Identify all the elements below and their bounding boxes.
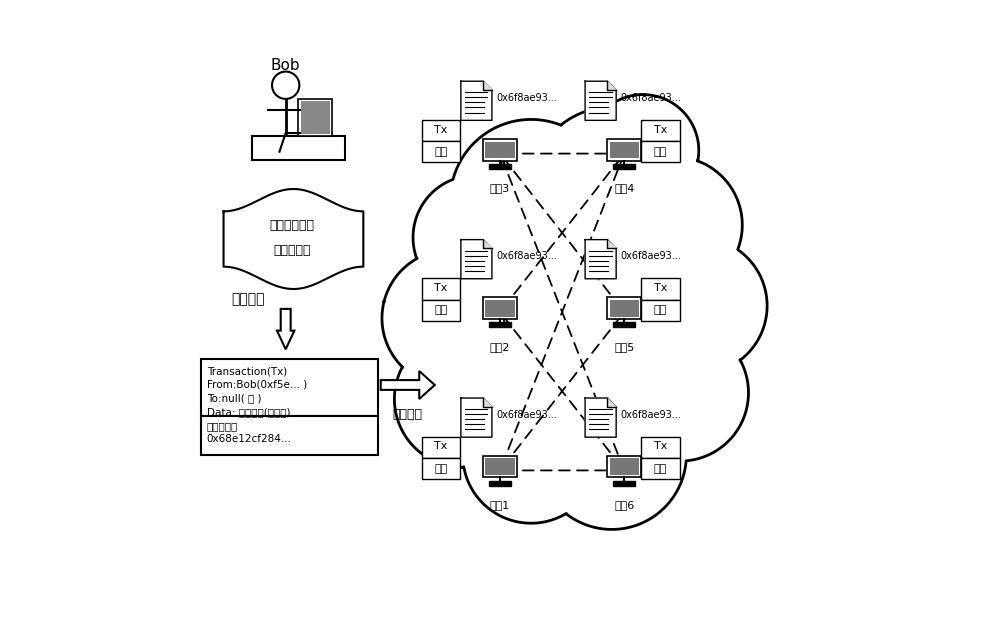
Polygon shape bbox=[585, 81, 616, 120]
FancyBboxPatch shape bbox=[641, 437, 680, 458]
Text: 0x6f8ae93...: 0x6f8ae93... bbox=[621, 251, 681, 261]
Circle shape bbox=[531, 107, 693, 268]
FancyBboxPatch shape bbox=[201, 359, 378, 416]
Text: 节点6: 节点6 bbox=[614, 500, 634, 510]
FancyBboxPatch shape bbox=[613, 164, 635, 169]
Text: To:null( 空 ): To:null( 空 ) bbox=[207, 393, 261, 403]
Circle shape bbox=[438, 157, 711, 430]
FancyBboxPatch shape bbox=[485, 142, 515, 158]
Text: 0x6f8ae93...: 0x6f8ae93... bbox=[496, 409, 557, 419]
Text: 签名: 签名 bbox=[434, 305, 448, 315]
Circle shape bbox=[272, 72, 299, 99]
FancyBboxPatch shape bbox=[422, 141, 460, 162]
Text: 创建交易: 创建交易 bbox=[232, 293, 265, 306]
FancyBboxPatch shape bbox=[610, 300, 639, 316]
FancyBboxPatch shape bbox=[641, 458, 680, 479]
FancyBboxPatch shape bbox=[485, 300, 515, 316]
Circle shape bbox=[450, 119, 612, 281]
Polygon shape bbox=[461, 398, 492, 437]
Polygon shape bbox=[607, 240, 616, 248]
Text: 0x6f8ae93...: 0x6f8ae93... bbox=[496, 93, 557, 103]
Polygon shape bbox=[224, 189, 363, 289]
FancyBboxPatch shape bbox=[641, 120, 680, 141]
Polygon shape bbox=[585, 398, 616, 437]
FancyBboxPatch shape bbox=[422, 437, 460, 458]
FancyBboxPatch shape bbox=[610, 459, 639, 475]
Text: 节点3: 节点3 bbox=[490, 183, 510, 193]
Circle shape bbox=[587, 95, 699, 207]
FancyBboxPatch shape bbox=[613, 480, 635, 485]
Circle shape bbox=[537, 381, 686, 529]
Polygon shape bbox=[483, 398, 492, 407]
Text: 节点5: 节点5 bbox=[614, 342, 634, 352]
Text: 发送交易: 发送交易 bbox=[393, 408, 423, 421]
Polygon shape bbox=[607, 81, 616, 90]
FancyBboxPatch shape bbox=[607, 456, 641, 477]
Circle shape bbox=[630, 238, 767, 374]
Text: Tx: Tx bbox=[434, 441, 448, 451]
FancyBboxPatch shape bbox=[485, 459, 515, 475]
FancyBboxPatch shape bbox=[298, 99, 332, 136]
FancyBboxPatch shape bbox=[483, 139, 517, 160]
Text: Transaction(Tx): Transaction(Tx) bbox=[207, 366, 287, 376]
Polygon shape bbox=[483, 81, 492, 90]
FancyBboxPatch shape bbox=[422, 120, 460, 141]
Text: 签名: 签名 bbox=[654, 147, 667, 157]
FancyBboxPatch shape bbox=[489, 480, 511, 485]
Text: 0x6f8ae93...: 0x6f8ae93... bbox=[621, 409, 681, 419]
Circle shape bbox=[463, 386, 599, 523]
Text: 签名: 签名 bbox=[654, 464, 667, 474]
Polygon shape bbox=[461, 81, 492, 120]
Text: 节点4: 节点4 bbox=[614, 183, 634, 193]
Text: 0x68e12cf284...: 0x68e12cf284... bbox=[207, 434, 292, 444]
Circle shape bbox=[606, 157, 742, 293]
FancyBboxPatch shape bbox=[641, 300, 680, 321]
Text: Tx: Tx bbox=[654, 125, 667, 135]
Circle shape bbox=[413, 175, 537, 300]
Polygon shape bbox=[483, 240, 492, 248]
FancyBboxPatch shape bbox=[483, 298, 517, 319]
Text: 数字签名：: 数字签名： bbox=[207, 421, 238, 431]
FancyBboxPatch shape bbox=[613, 323, 635, 327]
FancyBboxPatch shape bbox=[607, 298, 641, 319]
FancyBboxPatch shape bbox=[422, 300, 460, 321]
FancyBboxPatch shape bbox=[301, 102, 330, 134]
Polygon shape bbox=[381, 371, 435, 399]
Text: Tx: Tx bbox=[654, 283, 667, 293]
Text: 节点2: 节点2 bbox=[490, 342, 510, 352]
FancyBboxPatch shape bbox=[252, 136, 345, 160]
FancyBboxPatch shape bbox=[641, 278, 680, 300]
Circle shape bbox=[394, 331, 531, 467]
Circle shape bbox=[382, 250, 519, 386]
Text: 签名: 签名 bbox=[434, 464, 448, 474]
Text: Data: 合约代码(字节码): Data: 合约代码(字节码) bbox=[207, 407, 290, 417]
Text: 签名: 签名 bbox=[654, 305, 667, 315]
Circle shape bbox=[612, 324, 748, 461]
Text: Tx: Tx bbox=[434, 283, 448, 293]
Text: Bob: Bob bbox=[271, 58, 300, 73]
Text: Tx: Tx bbox=[434, 125, 448, 135]
Text: From:Bob(0xf5e... ): From:Bob(0xf5e... ) bbox=[207, 380, 307, 390]
Text: 0x6f8ae93...: 0x6f8ae93... bbox=[496, 251, 557, 261]
Polygon shape bbox=[277, 309, 294, 349]
Polygon shape bbox=[461, 240, 492, 279]
FancyBboxPatch shape bbox=[422, 278, 460, 300]
Text: Tx: Tx bbox=[654, 441, 667, 451]
Text: 签名: 签名 bbox=[434, 147, 448, 157]
FancyBboxPatch shape bbox=[607, 139, 641, 160]
FancyBboxPatch shape bbox=[422, 458, 460, 479]
FancyBboxPatch shape bbox=[489, 323, 511, 327]
FancyBboxPatch shape bbox=[489, 164, 511, 169]
FancyBboxPatch shape bbox=[201, 416, 378, 455]
Text: 节点1: 节点1 bbox=[490, 500, 510, 510]
FancyBboxPatch shape bbox=[610, 142, 639, 158]
Text: 高级语言编写: 高级语言编写 bbox=[269, 219, 314, 232]
FancyBboxPatch shape bbox=[483, 456, 517, 477]
Polygon shape bbox=[607, 398, 616, 407]
Text: 0x6f8ae93...: 0x6f8ae93... bbox=[621, 93, 681, 103]
FancyBboxPatch shape bbox=[641, 141, 680, 162]
Polygon shape bbox=[585, 240, 616, 279]
Text: 的智能合约: 的智能合约 bbox=[273, 244, 311, 256]
